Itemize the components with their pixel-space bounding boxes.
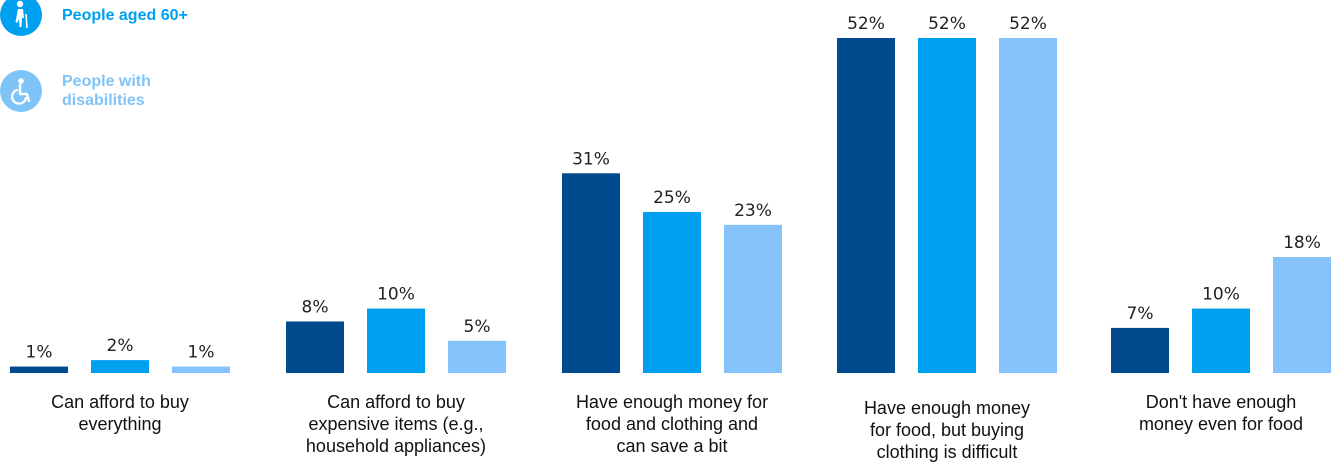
data-label-series2-cat2: 10% — [377, 285, 415, 305]
data-label-series1-cat5: 7% — [1127, 304, 1154, 324]
bar-series1-cat4 — [837, 38, 895, 373]
data-label-series3-cat1: 1% — [188, 343, 215, 363]
data-label-series3-cat2: 5% — [464, 317, 491, 337]
bar-series2-cat1 — [91, 360, 149, 373]
legend-label-aged-60: People aged 60+ — [62, 6, 188, 24]
data-label-series3-cat4: 52% — [1009, 14, 1047, 34]
data-label-series2-cat3: 25% — [653, 188, 691, 208]
category-label-3: Have enough money for food and clothing … — [575, 392, 769, 456]
bar-series1-cat3 — [562, 173, 620, 373]
legend-label-disabilities: People with disabilities — [62, 73, 151, 109]
data-label-series1-cat4: 52% — [847, 14, 885, 34]
bar-series3-cat4 — [999, 38, 1057, 373]
data-label-series3-cat3: 23% — [734, 201, 772, 221]
category-label-1: Can afford to buy everything — [51, 392, 189, 434]
category-label-2: Can afford to buy expensive items (e.g.,… — [305, 392, 487, 456]
category-label-5: Don't have enough money even for food — [1138, 392, 1304, 434]
legend-item-aged-60: People aged 60+ — [0, 0, 188, 36]
bar-series2-cat4 — [918, 38, 976, 373]
legend: People aged 60+ People with disabilities — [0, 0, 260, 130]
bar-series1-cat2 — [286, 321, 344, 373]
bar-series2-cat2 — [367, 308, 425, 373]
bar-series3-cat1 — [172, 366, 230, 373]
bar-series3-cat3 — [724, 224, 782, 373]
legend-item-disabilities: People with disabilities — [0, 70, 151, 112]
wheelchair-icon — [0, 70, 42, 112]
bar-series2-cat5 — [1192, 308, 1250, 373]
bar-series2-cat3 — [643, 211, 701, 373]
bar-series3-cat5 — [1273, 257, 1331, 373]
data-label-series2-cat4: 52% — [928, 14, 966, 34]
data-label-series3-cat5: 18% — [1283, 233, 1321, 253]
bar-series1-cat1 — [10, 366, 68, 373]
elderly-person-icon — [0, 0, 42, 36]
data-label-series2-cat5: 10% — [1202, 285, 1240, 305]
data-label-series2-cat1: 2% — [107, 336, 134, 356]
data-label-series1-cat2: 8% — [302, 297, 329, 317]
data-label-series1-cat1: 1% — [26, 343, 53, 363]
data-label-series1-cat3: 31% — [572, 149, 610, 169]
category-label-4: Have enough money for food, but buying c… — [863, 398, 1031, 462]
bar-series1-cat5 — [1111, 327, 1169, 373]
bar-series3-cat2 — [448, 340, 506, 373]
